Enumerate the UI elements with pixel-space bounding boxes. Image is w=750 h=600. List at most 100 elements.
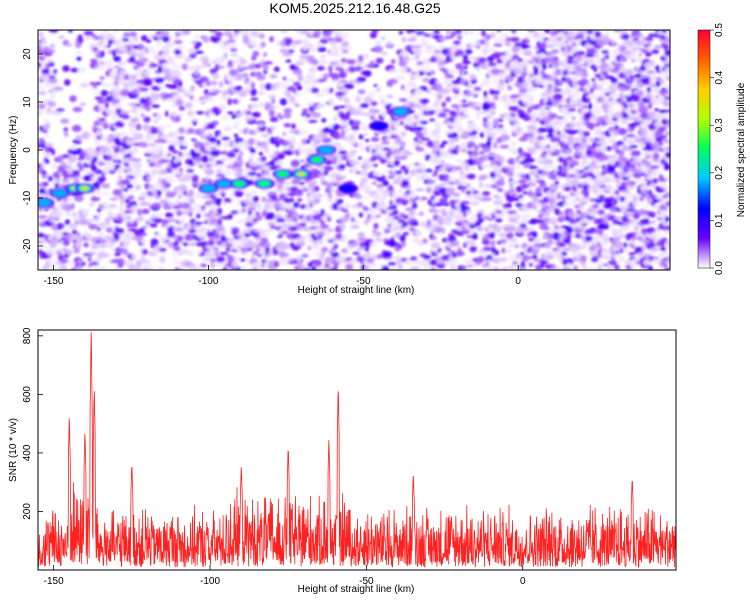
spectrogram-cell — [589, 93, 599, 100]
spectrogram-cell — [265, 138, 271, 146]
spectrogram-cell — [356, 66, 364, 70]
spectrogram-cell — [76, 56, 82, 62]
spectrogram-cell — [626, 39, 636, 47]
spectrogram-cell — [135, 184, 142, 190]
spectrogram-cell — [287, 78, 295, 83]
spectrogram-cell — [296, 255, 302, 263]
spectrogram-cell — [648, 265, 653, 270]
spectrogram-cell — [575, 209, 582, 214]
spectrogram-cell — [368, 262, 377, 268]
spectrogram-cell — [657, 234, 664, 238]
spectrogram-cell — [283, 112, 292, 119]
spectrogram-cell — [137, 43, 145, 51]
spectrogram-cell — [652, 257, 658, 264]
spectrogram-cell — [477, 256, 485, 263]
spectrogram-cell — [592, 210, 598, 215]
spectrogram-cell — [221, 114, 229, 120]
spectrogram-cell — [199, 76, 209, 83]
spectrogram-cell — [466, 173, 476, 180]
spectrogram-cell — [590, 108, 596, 115]
spectrogram-cell — [500, 156, 506, 163]
spectrogram-cell — [325, 256, 335, 262]
spectrogram-cell — [128, 264, 136, 270]
spectrogram-cell — [321, 181, 329, 186]
spectrogram-cell — [268, 109, 275, 117]
spectrogram-cell — [166, 231, 176, 238]
spectrogram-cell — [283, 198, 292, 204]
spectrogram-cell — [142, 124, 150, 131]
spectrogram-cell — [38, 43, 42, 51]
spectrogram-cell — [658, 126, 667, 131]
spectrogram-cell — [464, 48, 473, 55]
spectrogram-cell — [619, 247, 624, 254]
spectrogram-cell — [234, 77, 244, 81]
spectrogram-cell — [664, 49, 670, 57]
spectrogram-cell — [146, 176, 155, 180]
spectrogram-cell — [229, 140, 234, 148]
spectrogram-cell — [486, 140, 492, 147]
spectrogram-cell — [262, 64, 269, 71]
spectrogram-cell — [654, 113, 664, 120]
spectrogram-cell — [216, 169, 222, 175]
spectrogram-cell — [455, 49, 465, 56]
spectrogram-cell — [533, 242, 543, 249]
spectrogram-cell — [450, 132, 458, 139]
spectrogram-cell — [505, 249, 513, 254]
spectrogram-cell — [181, 140, 189, 147]
spectrogram-cell — [610, 77, 618, 84]
spectrogram-cell — [184, 233, 194, 241]
spectrogram-cell — [555, 125, 561, 131]
spectrogram-cell — [541, 49, 546, 54]
spectrogram-cell — [38, 62, 42, 68]
spectrogram-cell — [184, 101, 193, 109]
spectrogram-cell — [60, 223, 65, 229]
spectrogram-cell — [320, 209, 325, 215]
spectrogram-cell — [433, 170, 438, 174]
spectrogram-cell — [64, 79, 71, 86]
spectrogram-y-tick-label: -20 — [22, 238, 33, 253]
spectrogram-cell — [573, 265, 578, 270]
spectrogram-cell — [94, 82, 103, 85]
spectrogram-cell — [648, 102, 653, 110]
spectrogram-cell — [233, 32, 238, 39]
spectrogram-cell — [490, 231, 496, 237]
spectrogram-cell — [93, 266, 99, 270]
spectrogram-cell — [250, 81, 255, 89]
spectrogram-cell — [613, 128, 619, 136]
spectrogram-cell — [484, 164, 491, 168]
spectrogram-cell — [228, 35, 233, 39]
spectrogram-cell — [325, 183, 333, 191]
spectrogram-cell — [43, 153, 52, 157]
spectrogram-cell — [182, 242, 189, 247]
spectrogram-cell — [551, 61, 560, 66]
spectrogram-cell — [507, 169, 514, 177]
spectrogram-cell — [544, 211, 550, 217]
spectrogram-ridge-cell — [216, 180, 231, 188]
spectrogram-cell — [313, 30, 322, 36]
spectrogram-cell — [366, 257, 375, 263]
spectrogram-cell — [498, 257, 508, 262]
spectrogram-cell — [643, 150, 650, 157]
spectrogram-cell — [518, 194, 524, 199]
spectrogram-cell — [103, 46, 108, 50]
spectrogram-cell — [355, 160, 360, 165]
spectrogram-cell — [174, 48, 182, 55]
spectrogram-cell — [541, 226, 550, 231]
spectrogram-cell — [187, 169, 194, 173]
colorbar-tick-label: 0.5 — [714, 23, 725, 37]
spectrogram-cell — [210, 262, 216, 269]
spectrogram-cell — [123, 82, 129, 90]
spectrogram-cell — [615, 141, 625, 146]
spectrogram-cell — [230, 261, 240, 268]
spectrogram-cell — [228, 43, 237, 49]
spectrogram-cell — [419, 120, 428, 125]
spectrogram-cell — [93, 90, 102, 95]
spectrogram-cell — [225, 171, 233, 176]
spectrogram-cell — [133, 169, 142, 174]
spectrogram-cell — [549, 228, 557, 232]
spectrogram-cell — [221, 90, 230, 96]
spectrogram-cell — [335, 189, 340, 194]
spectrogram-cell — [648, 220, 657, 224]
spectrogram-cell — [586, 242, 592, 246]
